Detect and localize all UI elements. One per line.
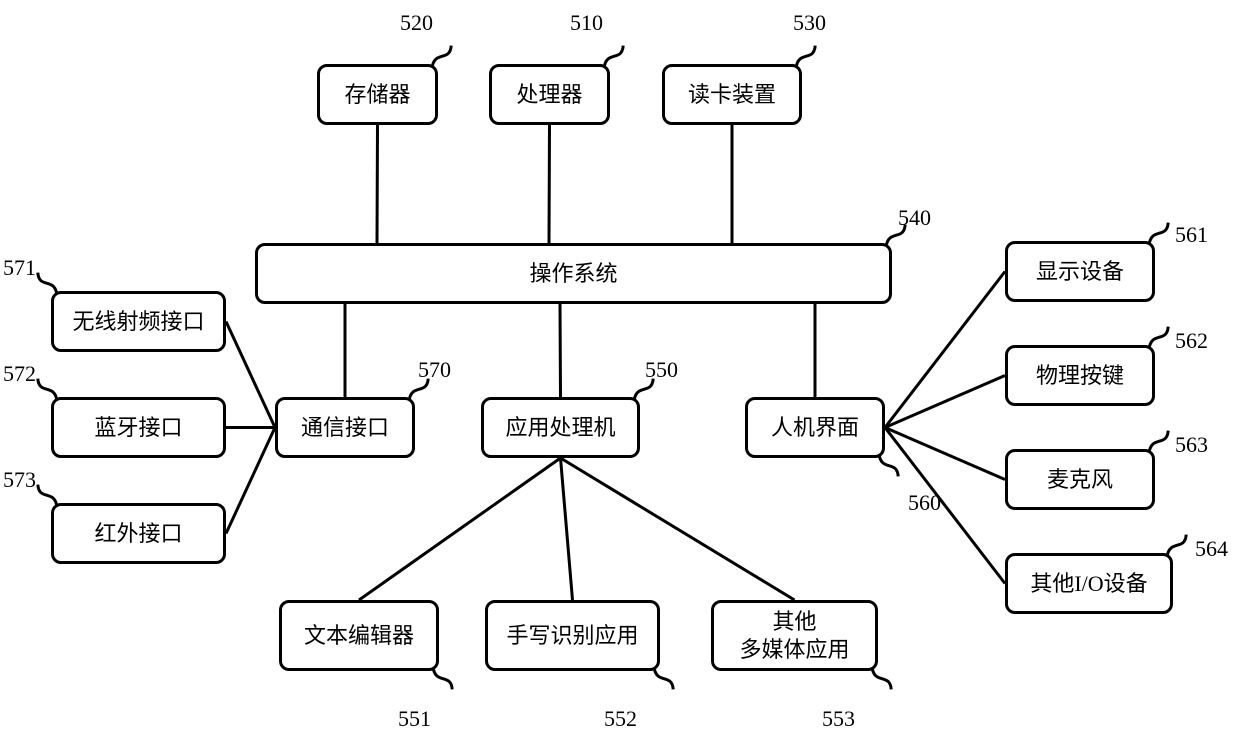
block-571: 无线射频接口 bbox=[51, 291, 226, 352]
ref-label-520: 520 bbox=[400, 10, 433, 36]
ref-label-540: 540 bbox=[898, 205, 931, 231]
block-540: 操作系统 bbox=[255, 243, 892, 304]
ref-label-572: 572 bbox=[3, 361, 36, 387]
ref-label-571: 571 bbox=[3, 255, 36, 281]
block-550: 应用处理机 bbox=[481, 397, 640, 458]
block-552: 手写识别应用 bbox=[485, 600, 660, 671]
ref-label-564: 564 bbox=[1195, 536, 1228, 562]
ref-label-510: 510 bbox=[570, 10, 603, 36]
block-530: 读卡装置 bbox=[662, 64, 802, 125]
block-573: 红外接口 bbox=[51, 503, 226, 564]
block-510: 处理器 bbox=[489, 64, 610, 125]
block-560: 人机界面 bbox=[745, 397, 885, 458]
block-553: 其他 多媒体应用 bbox=[711, 600, 878, 671]
block-570: 通信接口 bbox=[275, 397, 415, 458]
ref-label-551: 551 bbox=[398, 706, 431, 732]
block-551: 文本编辑器 bbox=[279, 600, 439, 671]
block-562: 物理按键 bbox=[1005, 345, 1155, 406]
ref-label-553: 553 bbox=[822, 706, 855, 732]
block-561: 显示设备 bbox=[1005, 241, 1155, 302]
ref-label-530: 530 bbox=[793, 10, 826, 36]
ref-label-561: 561 bbox=[1175, 222, 1208, 248]
ref-label-562: 562 bbox=[1175, 328, 1208, 354]
ref-label-552: 552 bbox=[604, 706, 637, 732]
ref-label-570: 570 bbox=[418, 357, 451, 383]
ref-label-550: 550 bbox=[645, 357, 678, 383]
diagram-canvas: 存储器处理器读卡装置操作系统无线射频接口蓝牙接口红外接口通信接口 应用处理机 人机界… bbox=[0, 0, 1240, 756]
ref-label-563: 563 bbox=[1175, 432, 1208, 458]
block-563: 麦克风 bbox=[1005, 449, 1155, 510]
ref-label-560: 560 bbox=[908, 490, 941, 516]
block-564: 其他I/O设备 bbox=[1005, 553, 1173, 614]
ref-label-573: 573 bbox=[3, 467, 36, 493]
block-572: 蓝牙接口 bbox=[51, 397, 226, 458]
block-520: 存储器 bbox=[317, 64, 438, 125]
